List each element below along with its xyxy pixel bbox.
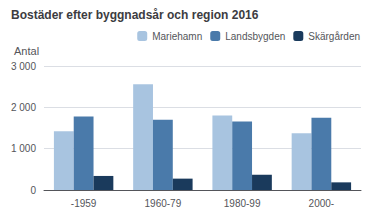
- svg-text:Mariehamn: Mariehamn: [152, 31, 202, 42]
- svg-text:0: 0: [30, 185, 36, 196]
- svg-text:2 000: 2 000: [11, 102, 36, 113]
- svg-text:1 000: 1 000: [11, 143, 36, 154]
- svg-text:Landsbygden: Landsbygden: [225, 31, 285, 42]
- svg-text:-1959: -1959: [71, 198, 97, 209]
- svg-text:2000-: 2000-: [309, 198, 335, 209]
- svg-text:3 000: 3 000: [11, 61, 36, 72]
- svg-text:1960-79: 1960-79: [145, 198, 182, 209]
- svg-text:Bostäder efter byggnadsår och: Bostäder efter byggnadsår och region 201…: [11, 8, 259, 22]
- svg-text:Antal: Antal: [14, 45, 39, 57]
- svg-text:Skärgården: Skärgården: [308, 31, 360, 42]
- svg-text:1980-99: 1980-99: [224, 198, 261, 209]
